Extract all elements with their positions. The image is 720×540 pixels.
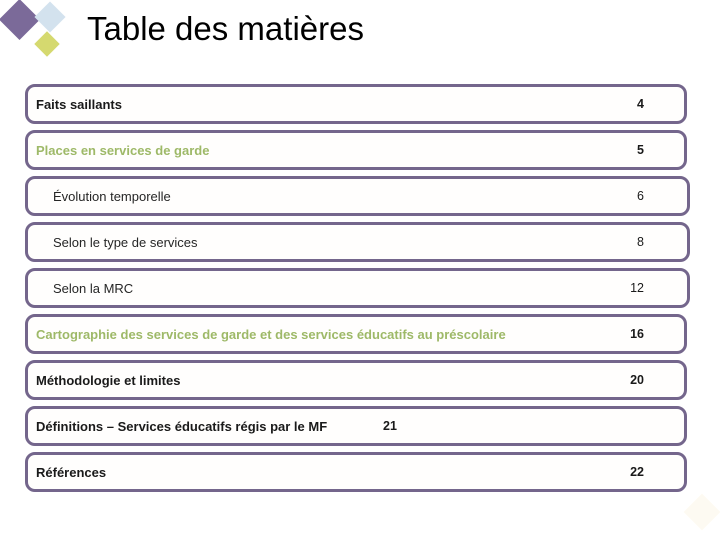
toc-entry-label: Références xyxy=(36,464,107,480)
toc-entry-label: Places en services de garde xyxy=(36,142,210,158)
toc-entry-page: 4 xyxy=(637,97,644,111)
toc-row[interactable]: Références 22 xyxy=(25,452,687,492)
toc-row[interactable]: Cartographie des services de garde et de… xyxy=(25,314,687,354)
toc-entry-page: 8 xyxy=(637,235,644,249)
toc-row[interactable]: Selon le type de services 8 xyxy=(25,222,690,262)
toc-entry-page: 6 xyxy=(637,189,644,203)
toc-row[interactable]: Méthodologie et limites 20 xyxy=(25,360,687,400)
toc-entry-page: 12 xyxy=(630,281,644,295)
toc-entry-label: Selon le type de services xyxy=(53,234,198,250)
toc-row[interactable]: Selon la MRC 12 xyxy=(25,268,690,308)
toc-entry-label: Cartographie des services de garde et de… xyxy=(36,326,506,342)
toc-entry-page: 20 xyxy=(630,373,644,387)
toc-entry-label: Définitions – Services éducatifs régis p… xyxy=(36,418,328,434)
logo-diamond-blue-icon xyxy=(34,1,66,33)
toc-entry-page: 16 xyxy=(630,327,644,341)
watermark-diamond-icon xyxy=(683,493,720,531)
toc-row[interactable]: Faits saillants 4 xyxy=(25,84,687,124)
toc-row[interactable]: Définitions – Services éducatifs régis p… xyxy=(25,406,687,446)
toc-row[interactable]: Places en services de garde 5 xyxy=(25,130,687,170)
toc-entry-page: 21 xyxy=(383,419,397,433)
toc-row[interactable]: Évolution temporelle 6 xyxy=(25,176,690,216)
logo xyxy=(0,0,80,70)
logo-diamond-purple-icon xyxy=(0,0,41,41)
toc-entry-label: Faits saillants xyxy=(36,96,122,112)
toc-entry-label: Évolution temporelle xyxy=(53,188,171,204)
logo-diamond-yellow-icon xyxy=(34,31,60,57)
toc-entry-page: 22 xyxy=(630,465,644,479)
toc-list: Faits saillants 4 Places en services de … xyxy=(25,84,690,498)
toc-entry-label: Méthodologie et limites xyxy=(36,372,181,388)
toc-entry-label: Selon la MRC xyxy=(53,280,134,296)
page-title: Table des matières xyxy=(87,10,364,47)
toc-entry-page: 5 xyxy=(637,143,644,157)
